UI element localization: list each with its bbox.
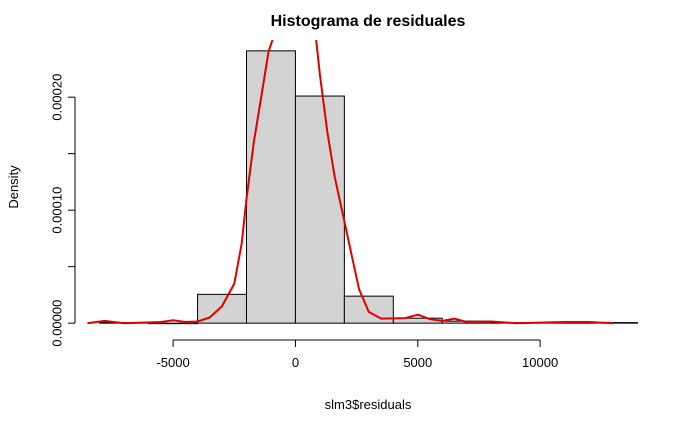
y-axis-label: Density <box>6 165 21 209</box>
x-tick-label: -5000 <box>156 355 189 370</box>
y-tick-label: 0.00000 <box>49 300 64 347</box>
y-tick-label: 0.00010 <box>49 187 64 234</box>
plot-area <box>87 40 638 325</box>
y-tick-label: 0.00020 <box>49 74 64 121</box>
density-line <box>87 40 614 325</box>
x-tick-label: 0 <box>292 355 299 370</box>
histogram-bar <box>148 322 199 325</box>
histogram-bar <box>245 50 296 324</box>
histogram-bar <box>294 95 345 324</box>
x-tick-label: 10000 <box>522 355 558 370</box>
chart-title: Histograma de residuales <box>271 13 466 30</box>
x-axis-label: slm3$residuals <box>325 397 412 412</box>
x-tick-label: 5000 <box>403 355 432 370</box>
